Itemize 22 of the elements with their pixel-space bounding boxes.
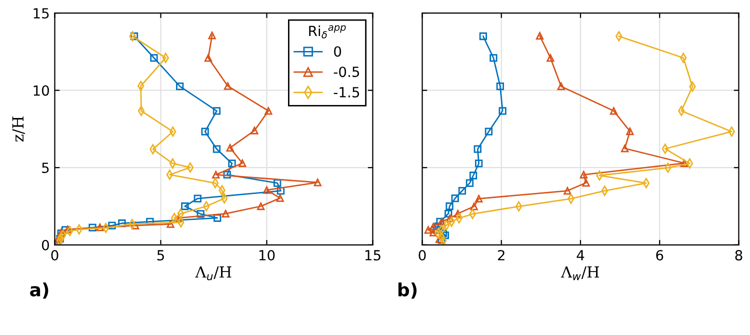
- y-axis-title: z/H: [12, 116, 25, 142]
- x-axis-title: Λ$_{u}$/H: [195, 266, 232, 280]
- x-axis-title: Λ$_{w}$/H: [560, 266, 599, 280]
- text: b): [398, 282, 417, 299]
- x-tick-label: 6: [656, 250, 664, 260]
- x-tick-label: 4: [576, 250, 584, 260]
- y-tick-label: 15: [34, 8, 49, 19]
- y-tick-label: 0: [42, 240, 49, 250]
- x-tick-label: 15: [365, 250, 380, 260]
- x-tick-label: 2: [498, 250, 504, 260]
- x-tick-label: 5: [157, 250, 164, 260]
- y-tick-label: 5: [42, 162, 49, 174]
- x-tick-label: 8: [735, 250, 742, 260]
- legend-label: -1.5: [334, 87, 360, 98]
- legend-label: 0: [334, 46, 342, 57]
- x-tick-label: 0: [51, 250, 58, 260]
- y-tick-label: 10: [34, 85, 49, 96]
- x-tick-label: 10: [259, 250, 275, 260]
- text: a): [30, 282, 48, 299]
- x-tick-label: 0: [418, 250, 426, 260]
- legend-title: Ri$_{δ}$$^{app}$: [309, 25, 346, 38]
- legend-label: -0.5: [334, 66, 360, 78]
